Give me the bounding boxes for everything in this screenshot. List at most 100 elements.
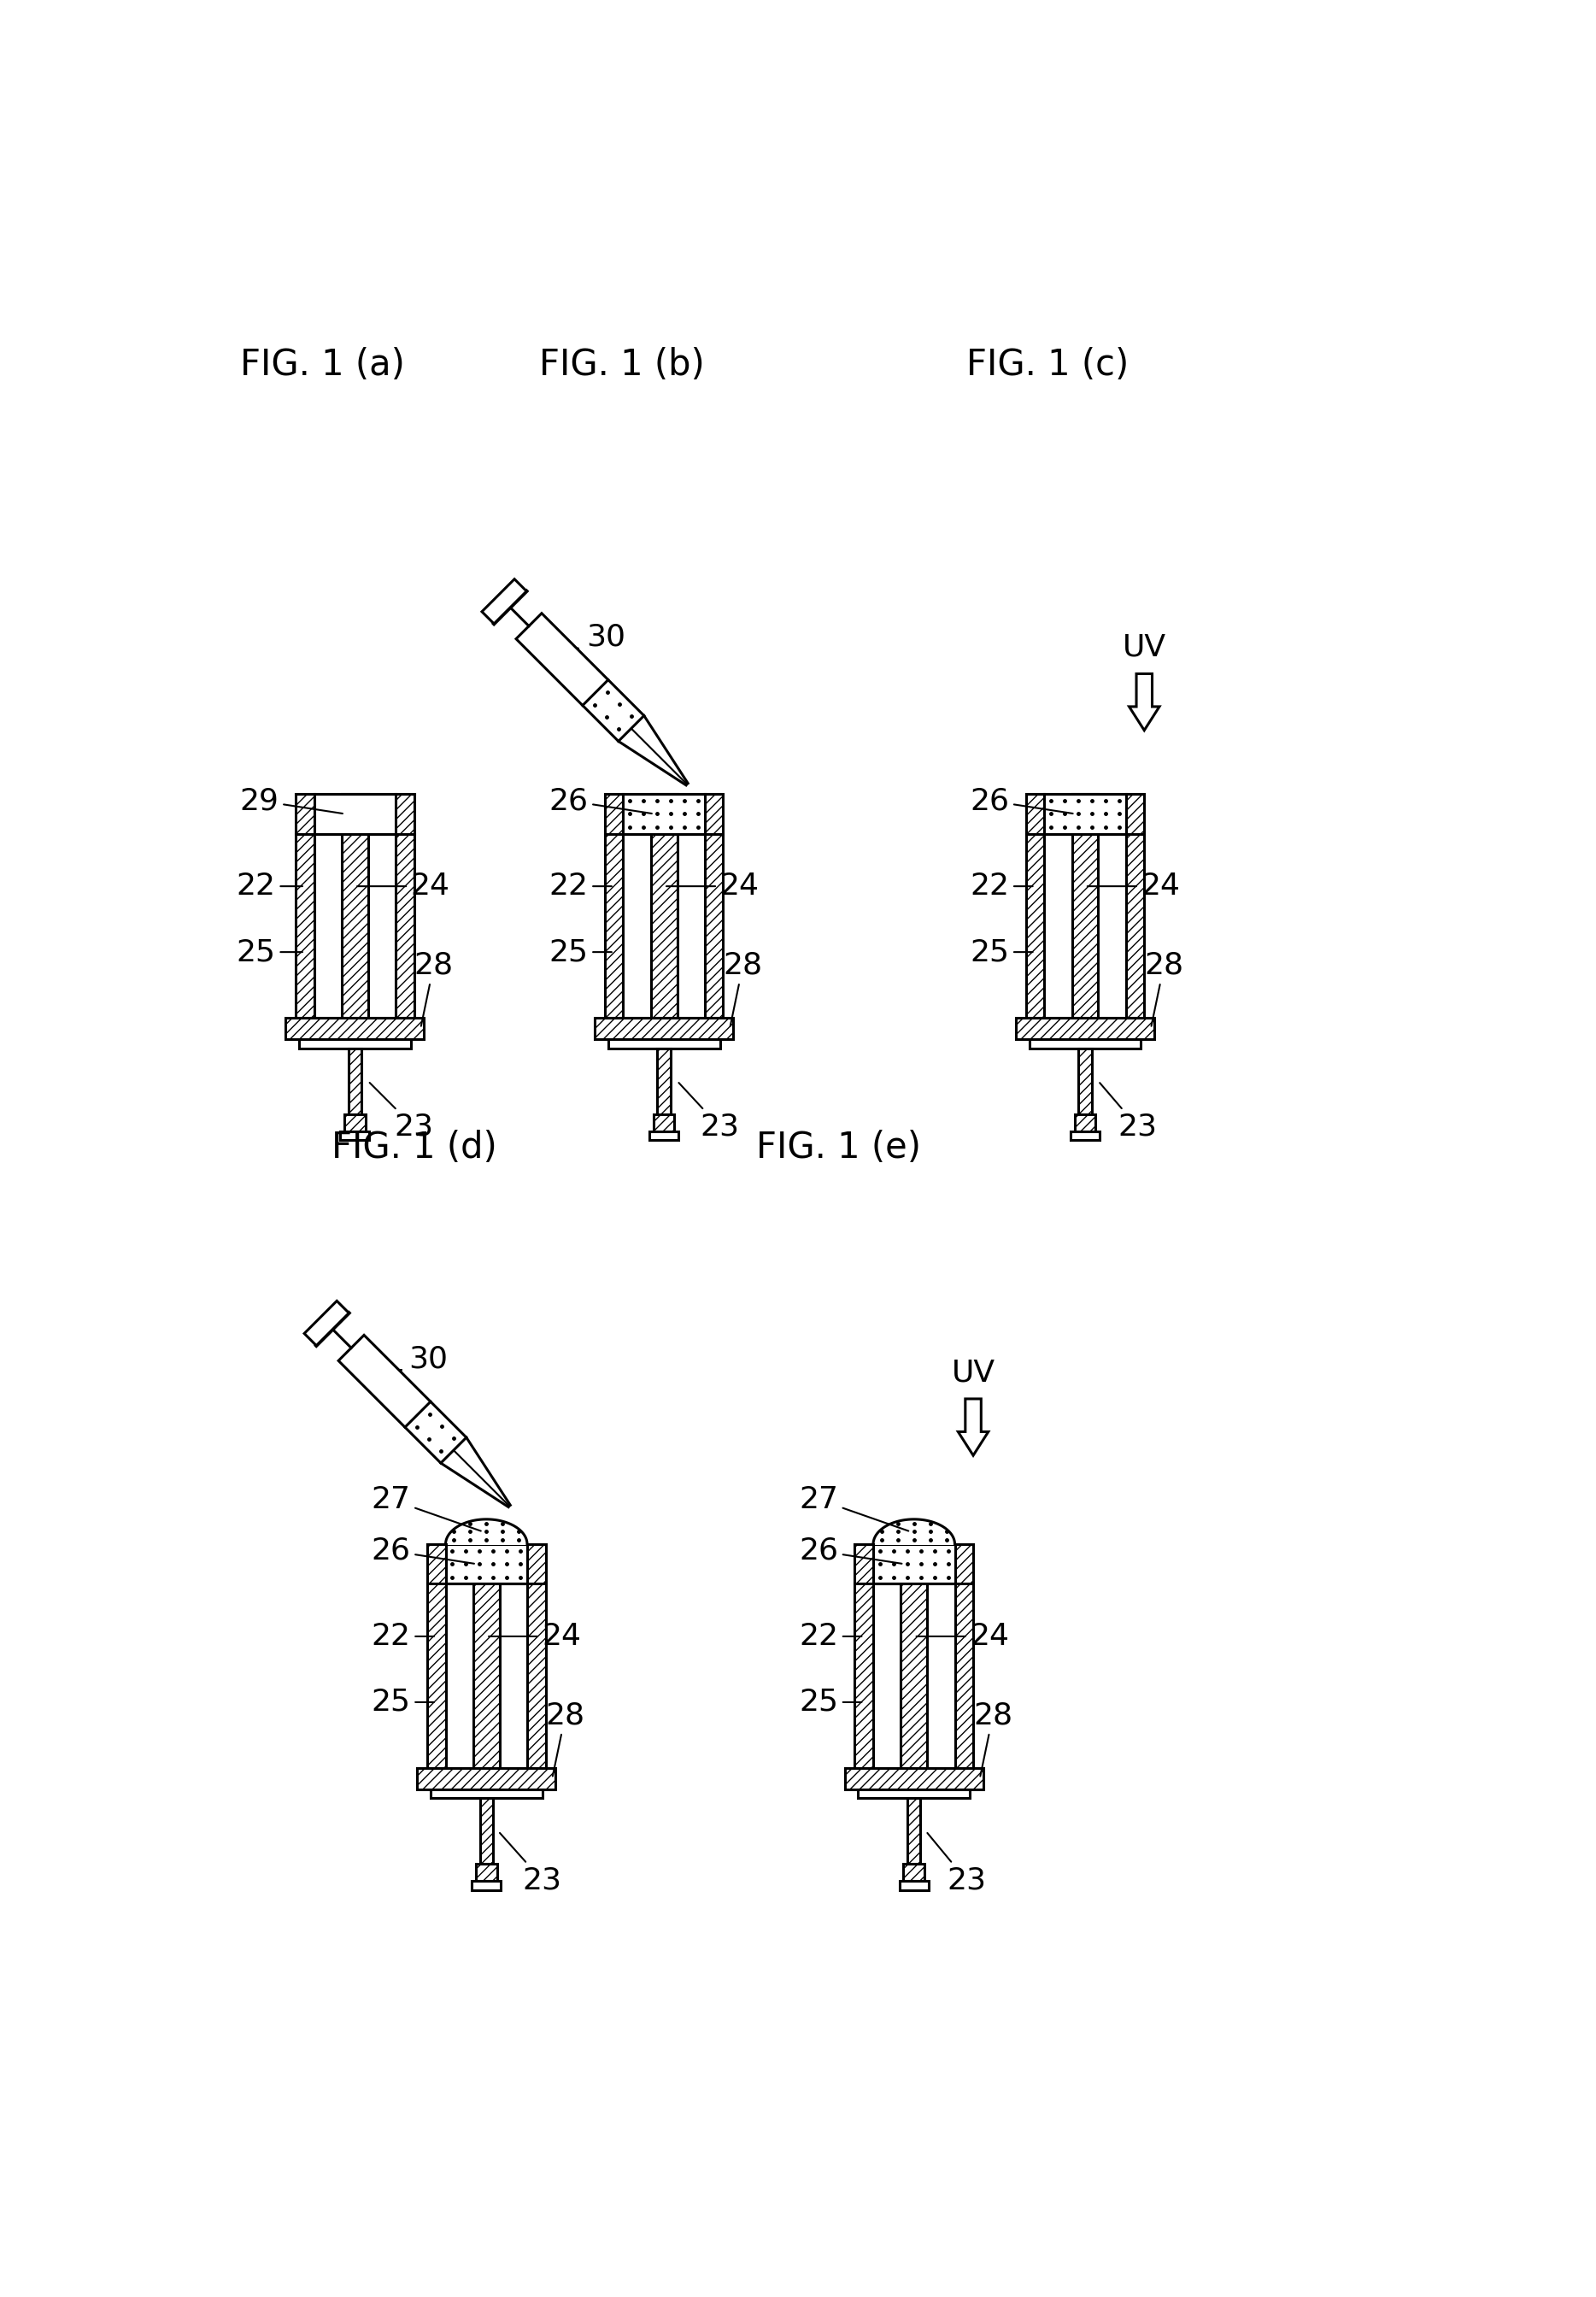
Bar: [1044, 795, 1125, 834]
Text: 26: 26: [544, 645, 614, 712]
Bar: [417, 1769, 555, 1789]
Text: 23: 23: [927, 1833, 986, 1895]
Text: 30: 30: [409, 1344, 447, 1374]
Text: 23: 23: [1100, 1082, 1157, 1142]
Text: 23: 23: [678, 1082, 739, 1142]
Text: 26: 26: [800, 1537, 902, 1564]
Bar: [472, 1881, 501, 1890]
Text: 25: 25: [236, 937, 302, 967]
Bar: [927, 1583, 954, 1769]
Bar: [476, 1865, 496, 1881]
Text: 23: 23: [500, 1833, 562, 1895]
Text: 23: 23: [370, 1082, 434, 1142]
Polygon shape: [305, 1300, 350, 1346]
Text: 27: 27: [800, 1484, 908, 1532]
Bar: [1029, 1038, 1141, 1047]
Text: 28: 28: [974, 1700, 1012, 1776]
Text: 25: 25: [549, 937, 611, 967]
Bar: [1125, 795, 1144, 1018]
Polygon shape: [1128, 673, 1159, 730]
Bar: [1074, 1114, 1095, 1130]
Bar: [855, 1544, 873, 1769]
Text: FIG. 1 (e): FIG. 1 (e): [757, 1130, 921, 1165]
Bar: [1071, 1130, 1100, 1139]
Text: 26: 26: [549, 786, 651, 815]
Bar: [428, 1544, 445, 1769]
Bar: [653, 1114, 675, 1130]
Text: 27: 27: [372, 1484, 480, 1532]
Bar: [873, 1544, 954, 1583]
Text: 25: 25: [970, 937, 1033, 967]
Bar: [650, 1130, 678, 1139]
Bar: [445, 1544, 527, 1583]
Bar: [677, 834, 705, 1018]
Text: 25: 25: [800, 1688, 862, 1716]
Bar: [445, 1583, 474, 1769]
Bar: [859, 1789, 970, 1799]
Polygon shape: [958, 1399, 988, 1456]
Text: 24: 24: [916, 1622, 1009, 1652]
Text: 28: 28: [1144, 951, 1184, 1027]
Text: 24: 24: [358, 873, 450, 900]
Bar: [431, 1789, 543, 1799]
Bar: [474, 1544, 500, 1769]
Text: 30: 30: [586, 622, 626, 652]
Text: 28: 28: [413, 951, 453, 1027]
Bar: [658, 1047, 670, 1114]
Text: 24: 24: [1087, 873, 1181, 900]
Bar: [595, 1018, 733, 1038]
Bar: [369, 834, 396, 1018]
Bar: [844, 1769, 983, 1789]
Bar: [286, 1018, 425, 1038]
Polygon shape: [482, 579, 527, 625]
Bar: [1079, 1047, 1092, 1114]
Text: UV: UV: [1122, 634, 1167, 662]
Text: 22: 22: [970, 873, 1033, 900]
Text: 22: 22: [549, 873, 611, 900]
Text: FIG. 1 (c): FIG. 1 (c): [967, 347, 1130, 384]
Bar: [1098, 834, 1125, 1018]
Bar: [348, 1047, 361, 1114]
Bar: [900, 1881, 929, 1890]
Bar: [651, 795, 677, 1018]
Polygon shape: [516, 613, 645, 742]
Bar: [605, 795, 622, 1018]
Text: 29: 29: [239, 786, 343, 815]
Text: 26: 26: [372, 1537, 474, 1564]
Bar: [500, 1583, 527, 1769]
Text: 25: 25: [372, 1688, 434, 1716]
Polygon shape: [873, 1518, 954, 1544]
Polygon shape: [338, 1335, 466, 1463]
Bar: [622, 834, 651, 1018]
Bar: [954, 1544, 974, 1769]
Polygon shape: [618, 717, 688, 786]
Text: 28: 28: [723, 951, 763, 1027]
Bar: [314, 795, 396, 834]
Bar: [908, 1799, 921, 1865]
Bar: [705, 795, 723, 1018]
Bar: [1044, 834, 1073, 1018]
Bar: [1073, 795, 1098, 1018]
Bar: [396, 795, 413, 1018]
Bar: [900, 1544, 927, 1769]
Text: 22: 22: [236, 873, 302, 900]
Text: 24: 24: [488, 1622, 581, 1652]
Bar: [298, 1038, 410, 1047]
Bar: [622, 795, 705, 834]
Text: 22: 22: [800, 1622, 862, 1652]
Text: UV: UV: [951, 1358, 994, 1387]
Text: 28: 28: [546, 1700, 586, 1776]
Text: FIG. 1 (a): FIG. 1 (a): [239, 347, 404, 384]
Bar: [295, 795, 314, 1018]
Bar: [345, 1114, 365, 1130]
Bar: [314, 834, 342, 1018]
Bar: [1026, 795, 1044, 1018]
Text: FIG. 1 (d): FIG. 1 (d): [332, 1130, 498, 1165]
Bar: [480, 1799, 493, 1865]
Bar: [903, 1865, 924, 1881]
Polygon shape: [440, 1438, 511, 1507]
Bar: [1017, 1018, 1154, 1038]
Bar: [342, 795, 369, 1018]
Bar: [340, 1130, 369, 1139]
Text: 24: 24: [667, 873, 760, 900]
